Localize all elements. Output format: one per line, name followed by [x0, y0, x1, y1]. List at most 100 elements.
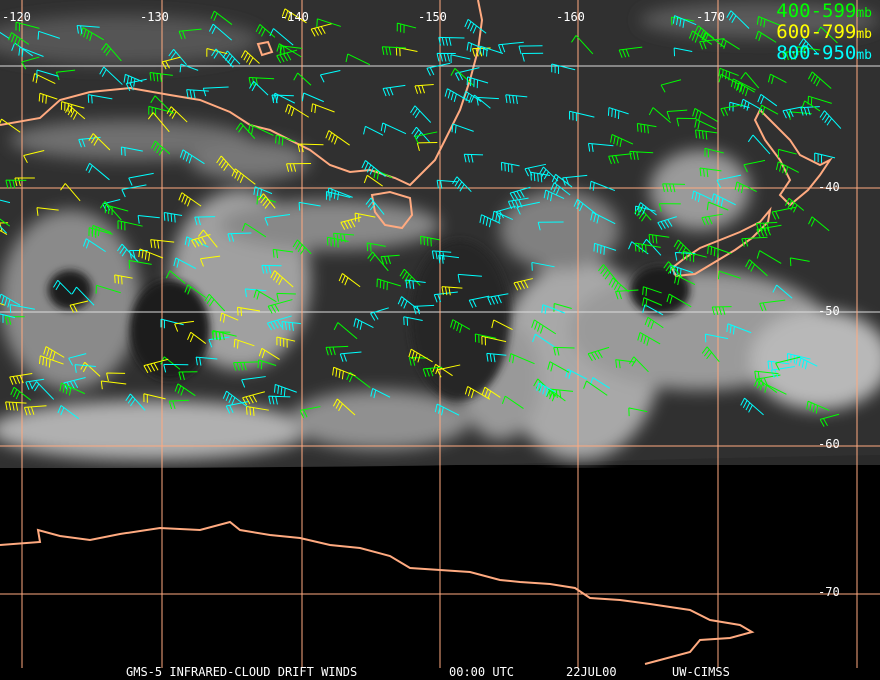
wind-barb: [441, 286, 463, 296]
lord-howe-island: [256, 40, 274, 57]
wind-barb: [63, 377, 86, 391]
wind-barb: [5, 179, 27, 189]
wind-barb: [431, 250, 452, 260]
wind-barb: [248, 76, 275, 87]
wind-barb: [225, 401, 249, 414]
wind-barb: [569, 110, 595, 122]
wind-barb: [403, 316, 423, 326]
wind-barb: [120, 146, 143, 156]
wind-barb: [53, 279, 72, 295]
wind-barb: [95, 284, 121, 294]
wind-barb: [195, 356, 218, 366]
wind-barb: [150, 239, 175, 249]
wind-barb: [264, 213, 291, 226]
wind-barb: [5, 401, 27, 411]
wind-barb: [487, 293, 509, 306]
wind-barb: [740, 397, 764, 416]
wind-barb: [396, 22, 417, 34]
wind-barb: [518, 45, 543, 55]
wind-barb: [150, 95, 173, 114]
wind-barb: [583, 380, 608, 396]
wind-barb: [236, 306, 261, 317]
wind-barb: [150, 140, 171, 156]
wind-barb: [382, 84, 406, 97]
wind-barb: [68, 353, 87, 366]
wind-barb: [553, 346, 575, 356]
wind-barb: [699, 167, 722, 178]
tasmania-coastline: [370, 190, 414, 230]
wind-barb: [636, 123, 657, 134]
wind-barb: [18, 46, 44, 57]
wind-barb: [270, 270, 294, 288]
wind-barb: [370, 307, 389, 321]
wind-barb: [249, 80, 269, 96]
wind-barb: [808, 216, 830, 232]
wind-barb: [405, 279, 426, 290]
wind-barb: [573, 198, 597, 215]
wind-barb: [508, 353, 535, 365]
wind-barb: [380, 254, 400, 265]
wind-barb: [316, 18, 341, 28]
wind-barb: [292, 239, 312, 255]
wind-barb: [242, 391, 265, 406]
wind-barb: [408, 348, 433, 363]
wind-barb: [786, 352, 811, 364]
wind-barb: [399, 268, 421, 286]
wind-barb: [759, 299, 786, 312]
date-label: 22JUL00: [566, 665, 617, 679]
wind-barb: [676, 117, 697, 127]
wind-barb: [777, 148, 797, 158]
wind-barb: [795, 356, 818, 370]
wind-barb: [332, 366, 356, 380]
wind-barb: [735, 82, 755, 97]
wind-barb: [634, 206, 652, 222]
wind-barb: [699, 38, 725, 50]
wind-barb: [297, 143, 324, 153]
wind-barb: [173, 257, 197, 269]
wind-barb: [726, 10, 750, 29]
wind-barb: [179, 149, 205, 165]
wind-barb: [673, 239, 695, 257]
wind-barb: [593, 242, 617, 255]
lat-label: -70: [818, 585, 840, 599]
wind-barb: [672, 15, 697, 28]
wind-barb: [682, 250, 707, 263]
wind-barb: [468, 295, 490, 308]
wind-barb: [695, 129, 718, 140]
wind-barb: [293, 72, 312, 86]
wind-barb: [726, 323, 752, 335]
wind-barb: [507, 197, 529, 210]
wind-barb: [208, 23, 232, 41]
wind-barb: [416, 142, 438, 151]
wind-barb: [509, 186, 531, 201]
wind-barb: [589, 180, 616, 191]
wind-barb: [755, 30, 777, 43]
wind-barb: [420, 235, 440, 247]
wind-barb: [370, 387, 391, 399]
wind-barb: [273, 383, 297, 397]
wind-barb: [706, 201, 729, 211]
wind-barb: [547, 361, 570, 373]
wind-barb: [704, 333, 729, 343]
wind-barb: [397, 296, 421, 311]
lon-label: -150: [418, 10, 447, 24]
legend-item-600-799: 600-799mb: [776, 21, 872, 43]
wind-barb: [21, 56, 40, 70]
wind-barb: [720, 104, 744, 117]
wind-barb: [149, 71, 173, 83]
legend-item-400-599: 400-599mb: [776, 0, 872, 22]
wind-barb: [143, 393, 166, 403]
wind-barb: [31, 381, 55, 400]
wind-barb: [194, 216, 216, 226]
wind-barb: [521, 52, 544, 62]
wind-barb: [325, 130, 350, 146]
wind-barb: [660, 79, 682, 93]
wind-barb: [65, 104, 86, 120]
wind-barb: [255, 24, 276, 38]
wind-barb: [271, 94, 294, 104]
wind-barb: [380, 122, 407, 135]
wind-barb: [0, 118, 21, 133]
wind-barb: [285, 103, 309, 118]
wind-barb: [438, 36, 465, 46]
wind-barb: [629, 356, 649, 373]
